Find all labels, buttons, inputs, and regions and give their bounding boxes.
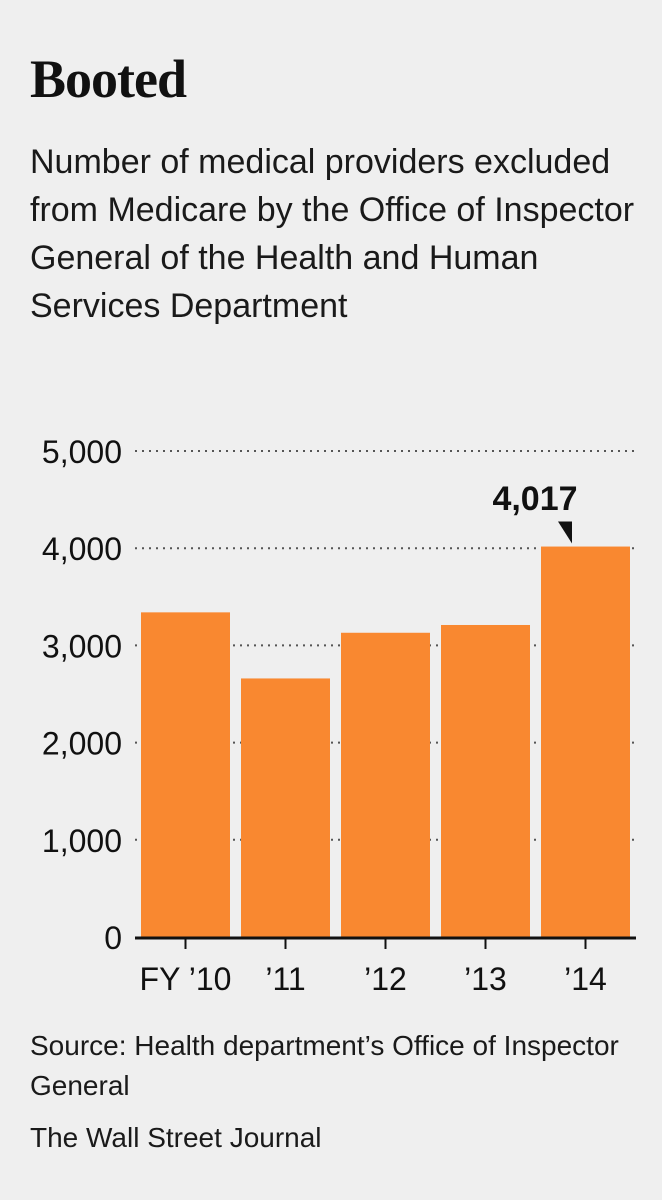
- bar-1: [241, 678, 330, 937]
- bar-2: [341, 632, 430, 937]
- x-axis: FY ’10 ’11 ’12 ’13 ’14: [135, 936, 636, 997]
- annotation-value-label: 4,017: [492, 480, 577, 518]
- chart-subtitle: Number of medical providers excluded fro…: [30, 143, 635, 325]
- annotation: 4,017: [492, 480, 578, 544]
- bar-3: [441, 624, 530, 937]
- source-note: Source: Health department’s Office of In…: [30, 1030, 619, 1101]
- bar-0: [141, 612, 230, 937]
- x-tick-label: ’11: [265, 961, 305, 997]
- chart-title: Booted: [30, 49, 187, 109]
- bar-chart: 0 1,000 2,000 3,000 4,000 5,000 FY ’10 ’11 ’12 ’…: [42, 434, 636, 997]
- y-tick-label: 3,000: [42, 628, 122, 664]
- x-tick-label: ’14: [564, 961, 607, 997]
- publisher-credit: The Wall Street Journal: [30, 1122, 322, 1153]
- y-tick-label: 5,000: [42, 434, 122, 470]
- annotation-pointer: [558, 521, 572, 544]
- x-tick-label: ’12: [364, 961, 407, 997]
- y-tick-label: 1,000: [42, 823, 122, 859]
- y-tick-label: 2,000: [42, 726, 122, 762]
- x-tick-label: FY ’10: [140, 961, 232, 997]
- y-tick-label: 4,000: [42, 531, 122, 567]
- x-tick-label: ’13: [464, 961, 507, 997]
- bar-4: [541, 546, 630, 937]
- y-axis-ticks: 0 1,000 2,000 3,000 4,000 5,000: [42, 434, 122, 956]
- bars: [141, 546, 630, 937]
- y-tick-label: 0: [104, 920, 122, 956]
